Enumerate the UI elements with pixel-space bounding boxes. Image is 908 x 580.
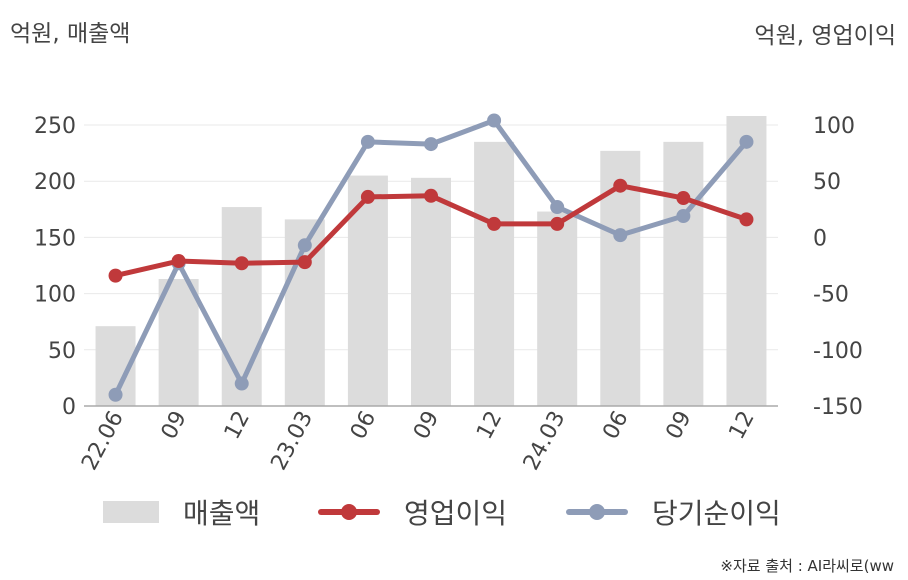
point-op-profit xyxy=(424,188,438,203)
legend: 매출액 영업이익 당기순이익 xyxy=(0,492,908,532)
legend-swatch-op-profit xyxy=(318,501,380,523)
point-op-profit xyxy=(739,212,754,227)
point-net-profit xyxy=(234,376,249,391)
point-net-profit xyxy=(108,387,123,402)
combo-chart: 0 50 100 150 200 250 -150 -100 -50 0 50 100 22.06 09 1… xyxy=(34,113,863,474)
legend-label-net-profit: 당기순이익 xyxy=(652,497,781,530)
point-net-profit xyxy=(676,209,691,224)
x-tick-label: 24.03 xyxy=(519,407,571,474)
point-op-profit xyxy=(171,254,186,269)
point-net-profit xyxy=(739,134,754,149)
point-net-profit xyxy=(487,113,502,128)
legend-swatch-revenue xyxy=(103,501,159,523)
point-op-profit xyxy=(297,255,312,270)
point-op-profit xyxy=(108,268,123,283)
legend-label-op-profit: 영업이익 xyxy=(404,497,508,530)
x-tick-label: 06 xyxy=(346,407,381,443)
legend-item-revenue: 매출액 xyxy=(103,492,260,532)
x-tick-label: 09 xyxy=(409,407,444,443)
point-net-profit xyxy=(297,238,312,253)
y-right-tick-label: 50 xyxy=(813,170,841,195)
y-right-tick-label: 0 xyxy=(813,226,827,251)
point-op-profit xyxy=(676,191,691,206)
legend-item-net-profit: 당기순이익 xyxy=(566,492,781,532)
point-op-profit xyxy=(487,216,502,231)
y-left-tick-label: 50 xyxy=(48,339,76,364)
left-axis-unit: 억원, 매출액 xyxy=(10,21,131,47)
bar-revenue xyxy=(411,177,451,406)
point-net-profit xyxy=(360,134,375,149)
x-tick-label: 12 xyxy=(220,407,255,443)
point-op-profit xyxy=(613,178,628,193)
y-right-tick-label: -150 xyxy=(813,395,863,420)
x-tick-label: 06 xyxy=(598,407,633,443)
bar-revenue xyxy=(537,211,578,406)
y-left-tick-label: 200 xyxy=(34,170,76,195)
bar-revenue xyxy=(663,141,704,407)
point-op-profit xyxy=(234,256,249,271)
point-op-profit xyxy=(360,189,375,204)
bar-revenue xyxy=(221,207,262,406)
legend-label-revenue: 매출액 xyxy=(183,497,261,530)
y-left-tick-label: 100 xyxy=(34,283,76,308)
y-left-tick-label: 250 xyxy=(34,114,76,139)
bar-revenue xyxy=(726,116,767,407)
x-tick-label: 09 xyxy=(661,407,696,443)
legend-item-op-profit: 영업이익 xyxy=(318,492,507,532)
y-left-tick-label: 150 xyxy=(34,226,76,251)
y-right-tick-label: 100 xyxy=(813,114,855,139)
legend-swatch-net-profit xyxy=(566,501,628,523)
x-tick-label: 22.06 xyxy=(77,407,129,474)
point-net-profit xyxy=(424,137,438,152)
x-tick-label: 09 xyxy=(157,407,192,443)
bar-revenue xyxy=(158,278,199,406)
x-tick-label: 12 xyxy=(725,407,760,443)
point-op-profit xyxy=(550,216,565,231)
point-net-profit xyxy=(550,200,565,215)
bar-revenue xyxy=(474,141,515,407)
point-net-profit xyxy=(613,228,628,243)
y-left-tick-label: 0 xyxy=(62,395,76,420)
source-note: ※자료 출처 : AI라씨로(ww xyxy=(720,557,894,575)
y-right-tick-label: -50 xyxy=(813,283,849,308)
x-tick-label: 12 xyxy=(472,407,507,443)
y-right-tick-label: -100 xyxy=(813,339,863,364)
x-tick-label: 23.03 xyxy=(266,407,318,474)
right-axis-unit: 억원, 영업이익 xyxy=(754,23,896,49)
